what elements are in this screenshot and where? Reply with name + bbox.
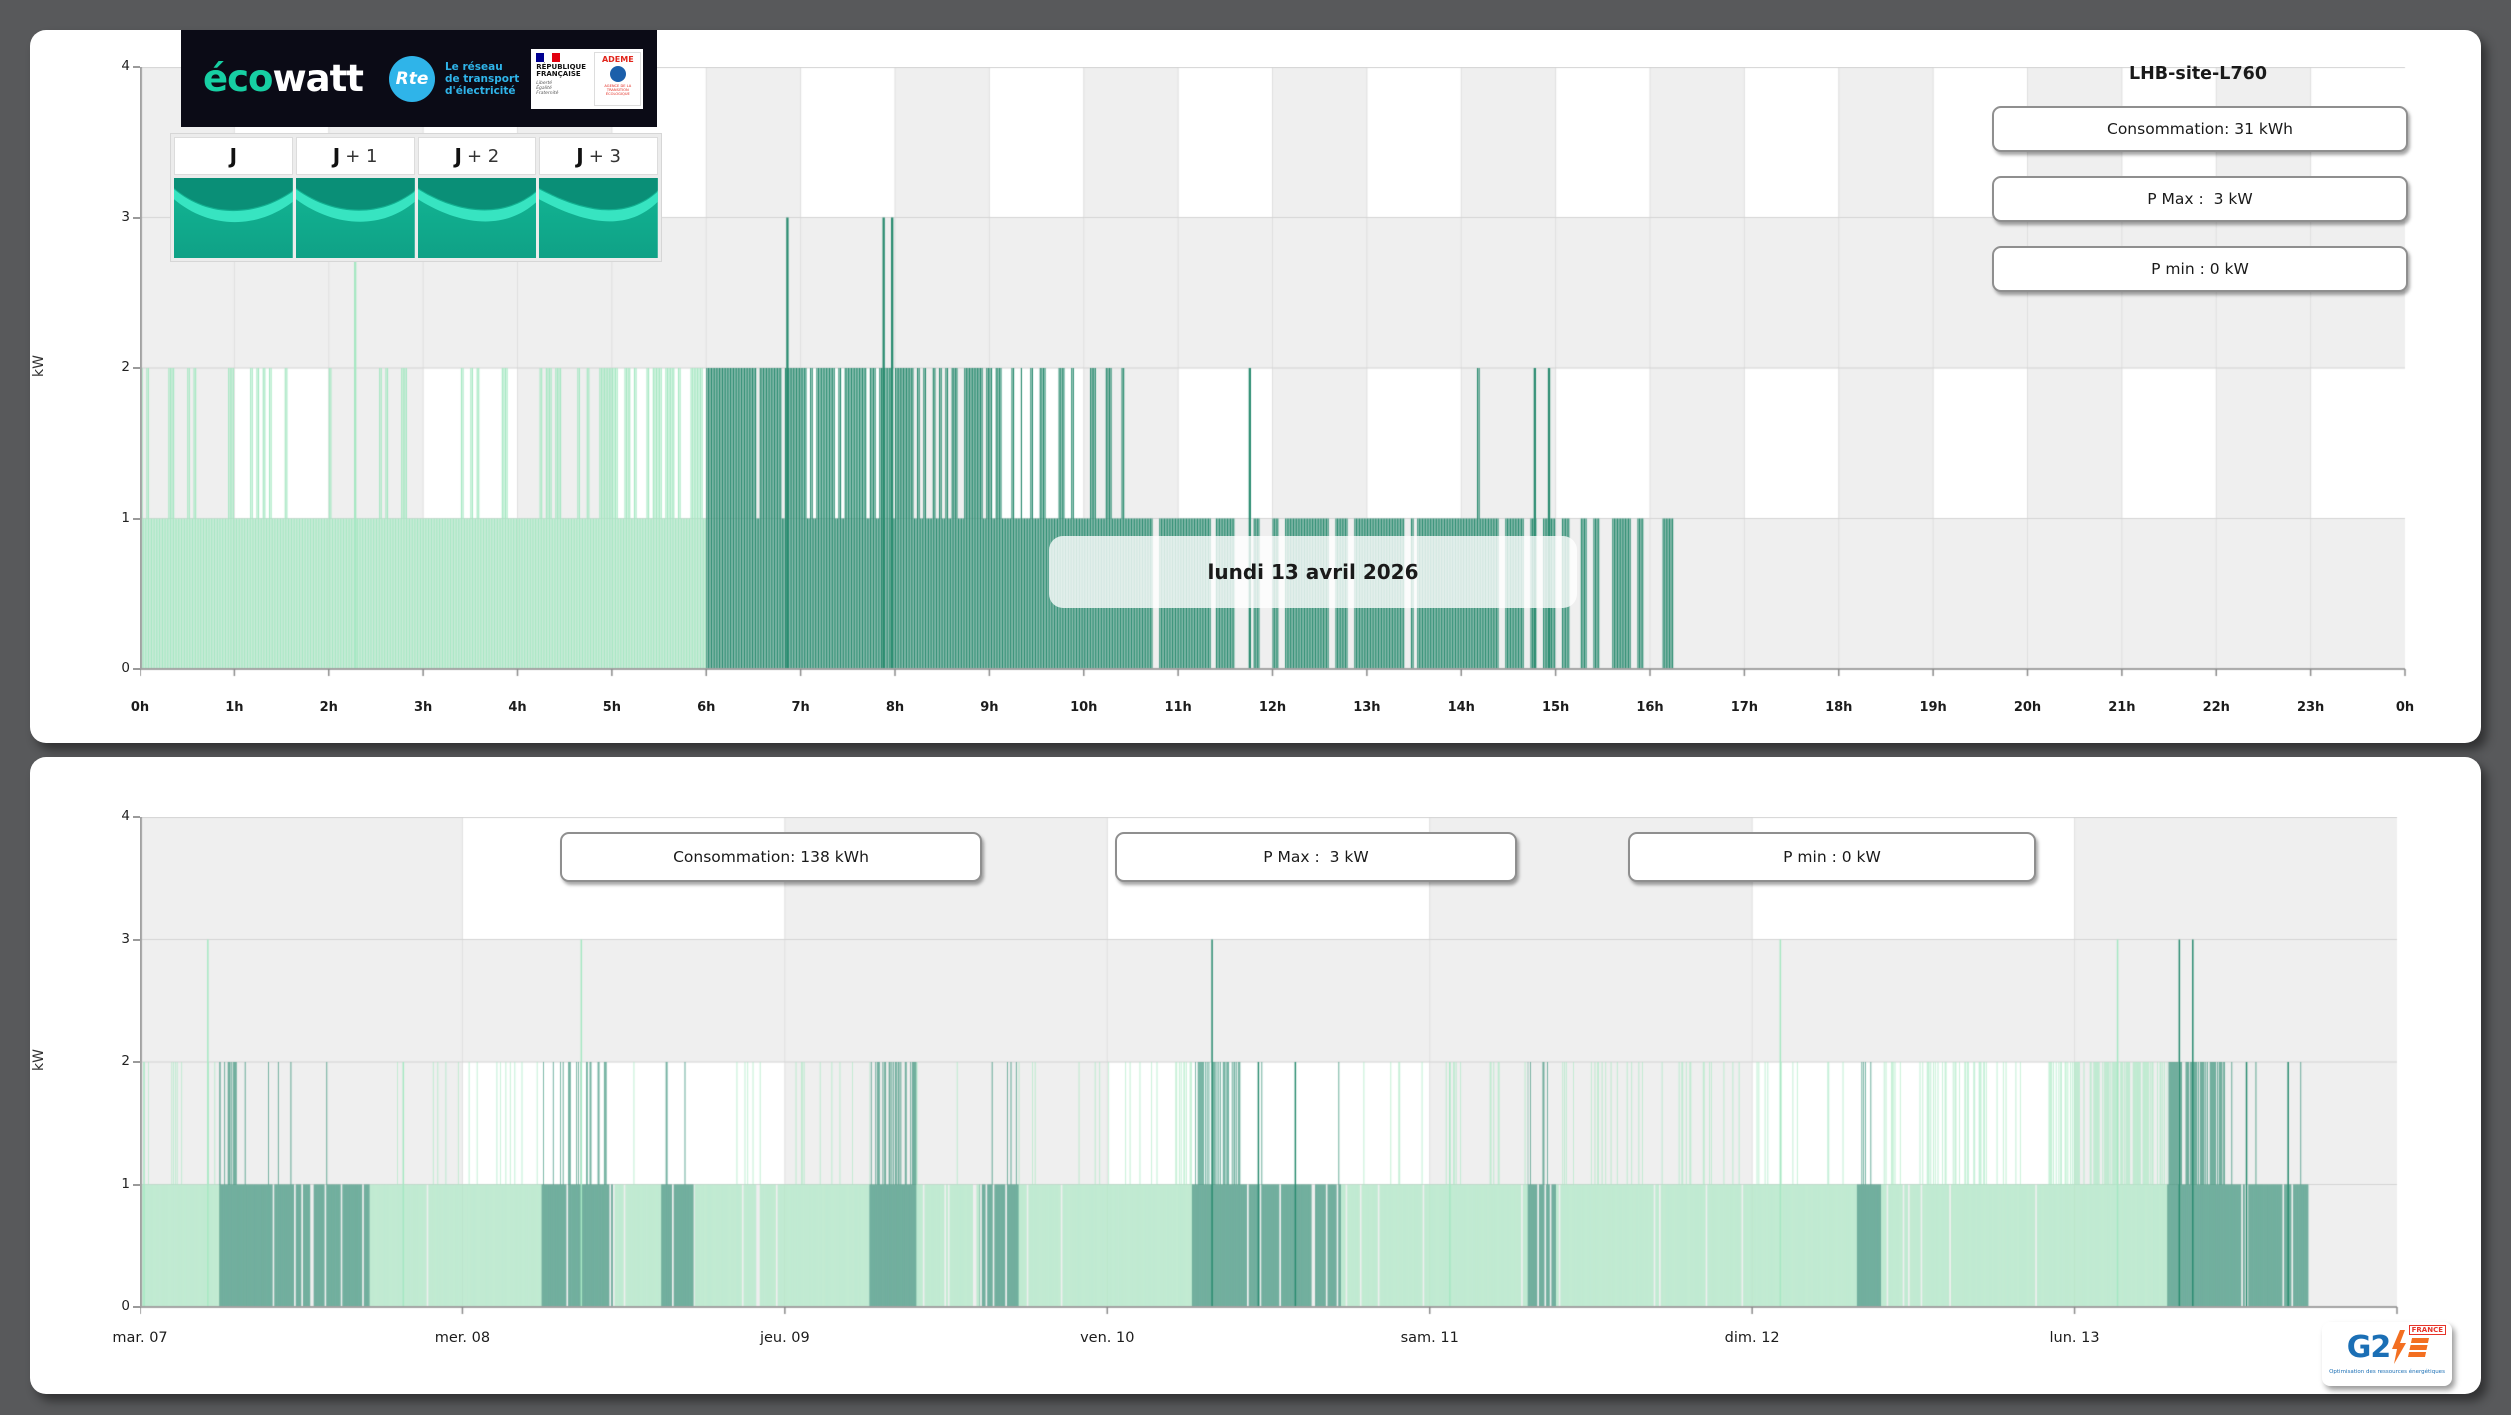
top-x-tick: 8h — [885, 700, 905, 715]
forecast-wave-thumbnail-icon[interactable] — [417, 178, 537, 258]
top-x-tick: 22h — [2202, 700, 2230, 715]
week-chart-canvas — [140, 817, 2399, 1317]
tab-label[interactable]: J + 1 — [295, 137, 415, 175]
day-tabs: J J + 1 J + 2 J + 3 — [170, 133, 662, 262]
top-y-tick: 2 — [121, 359, 130, 375]
bottom-y-tick: 3 — [121, 930, 130, 947]
y-tick-mark — [133, 816, 140, 818]
top-x-tick: 5h — [602, 700, 622, 715]
top-x-tick: 6h — [697, 700, 716, 715]
lightning-bolt-icon — [2392, 1330, 2407, 1364]
bottom-x-tick: sam. 11 — [1400, 1330, 1459, 1346]
top-y-tick: 3 — [121, 208, 130, 225]
forecast-wave-thumbnail-icon[interactable] — [539, 178, 658, 258]
bottom-y-tick: 1 — [121, 1175, 130, 1192]
y-tick-mark — [133, 668, 140, 670]
forecast-wave-thumbnail-icon[interactable] — [174, 178, 293, 258]
top-x-tick: 7h — [791, 700, 810, 715]
top-x-tick: 21h — [2108, 700, 2136, 715]
ecowatt-logo-bar: écowatt Rte Le réseau de transport d'élect… — [181, 30, 657, 127]
bottom-y-axis-label: kW — [30, 1049, 47, 1071]
y-tick-mark — [133, 66, 140, 68]
g2e-caption: Optimisation des ressources énergétiques — [2329, 1369, 2445, 1375]
rte-tagline: Le réseau de transport d'électricité — [444, 60, 520, 97]
top-y-tick: 1 — [121, 509, 130, 526]
y-tick-mark — [133, 1306, 140, 1308]
ademe-logo: ADEME AGENCE DE LA TRANSITION ÉCOLOGIQUE — [594, 51, 642, 106]
republique-francaise-logo: RÉPUBLIQUE FRANÇAISE Liberté Égalité Frate… — [531, 49, 592, 109]
top-consumption-stat: Consommation: 31 kWh — [1992, 106, 2408, 152]
top-x-tick: 9h — [980, 700, 999, 715]
bottom-x-tick: jeu. 09 — [759, 1330, 810, 1346]
bottom-pmin-stat: P min : 0 kW — [1628, 832, 2036, 882]
bottom-x-tick: mar. 07 — [112, 1330, 168, 1346]
ademe-globe-icon — [609, 65, 626, 82]
forecast-wave-thumbnail-icon[interactable] — [295, 178, 415, 258]
y-tick-mark — [133, 938, 140, 941]
french-flag-icon — [536, 52, 561, 62]
top-y-axis-label: kW — [30, 355, 47, 377]
tab-label[interactable]: J — [174, 137, 293, 175]
top-x-tick: 18h — [1825, 700, 1853, 715]
top-x-tick: 20h — [2013, 700, 2042, 715]
top-x-tick: 0h — [2395, 700, 2415, 715]
bottom-pmax-stat: P Max : 3 kW — [1115, 832, 1517, 882]
bottom-x-tick: lun. 13 — [2049, 1330, 2100, 1346]
tab-label[interactable]: J + 3 — [539, 137, 658, 175]
top-pmin-stat: P min : 0 kW — [1992, 246, 2408, 292]
date-label: lundi 13 avril 2026 — [1049, 536, 1577, 608]
top-x-tick: 13h — [1353, 700, 1381, 715]
tab-j-plus-3[interactable]: J + 3 — [539, 137, 658, 258]
top-x-tick: 19h — [1919, 700, 1947, 715]
g2e-logo: FRANCE G2 Optimisation des ressources én… — [2322, 1322, 2452, 1386]
top-y-tick: 0 — [121, 660, 130, 676]
top-x-tick: 10h — [1070, 700, 1098, 715]
y-tick-mark — [133, 367, 140, 369]
y-tick-mark — [133, 517, 140, 520]
top-x-tick: 17h — [1730, 700, 1759, 715]
tab-j[interactable]: J — [174, 137, 293, 258]
bottom-y-tick: 0 — [121, 1298, 130, 1314]
rte-logo-icon: Rte — [388, 55, 435, 102]
top-x-tick: 16h — [1636, 700, 1664, 715]
y-tick-mark — [133, 216, 140, 219]
top-pmax-stat: P Max : 3 kW — [1992, 176, 2408, 222]
top-x-tick: 0h — [130, 700, 150, 715]
g2e-e-icon — [2408, 1337, 2430, 1357]
top-x-tick: 1h — [225, 700, 244, 715]
top-x-tick: 23h — [2296, 700, 2325, 715]
bottom-consumption-stat: Consommation: 138 kWh — [560, 832, 982, 882]
bottom-x-tick: mer. 08 — [434, 1330, 491, 1346]
top-x-tick: 2h — [319, 700, 338, 715]
tab-j-plus-2[interactable]: J + 2 — [417, 137, 537, 258]
top-x-tick: 14h — [1447, 700, 1475, 715]
top-x-tick: 15h — [1541, 700, 1570, 715]
top-x-tick: 12h — [1258, 700, 1287, 715]
bottom-x-tick: dim. 12 — [1724, 1330, 1780, 1346]
g2e-france-badge: FRANCE — [2408, 1325, 2446, 1335]
bottom-y-tick: 2 — [121, 1053, 130, 1069]
y-tick-mark — [133, 1061, 140, 1063]
y-tick-mark — [133, 1183, 140, 1186]
top-x-tick: 3h — [413, 700, 433, 715]
top-x-tick: 4h — [508, 700, 527, 715]
ecowatt-logo: écowatt — [203, 57, 364, 100]
top-y-tick: 4 — [121, 58, 130, 74]
bottom-x-tick: ven. 10 — [1080, 1330, 1135, 1346]
tab-j-plus-1[interactable]: J + 1 — [295, 137, 415, 258]
top-x-tick: 11h — [1164, 700, 1192, 715]
tab-label[interactable]: J + 2 — [417, 137, 537, 175]
site-title: LHB-site-L760 — [2129, 64, 2267, 84]
gov-logos: RÉPUBLIQUE FRANÇAISE Liberté Égalité Frate… — [531, 48, 644, 109]
bottom-y-tick: 4 — [121, 808, 130, 824]
